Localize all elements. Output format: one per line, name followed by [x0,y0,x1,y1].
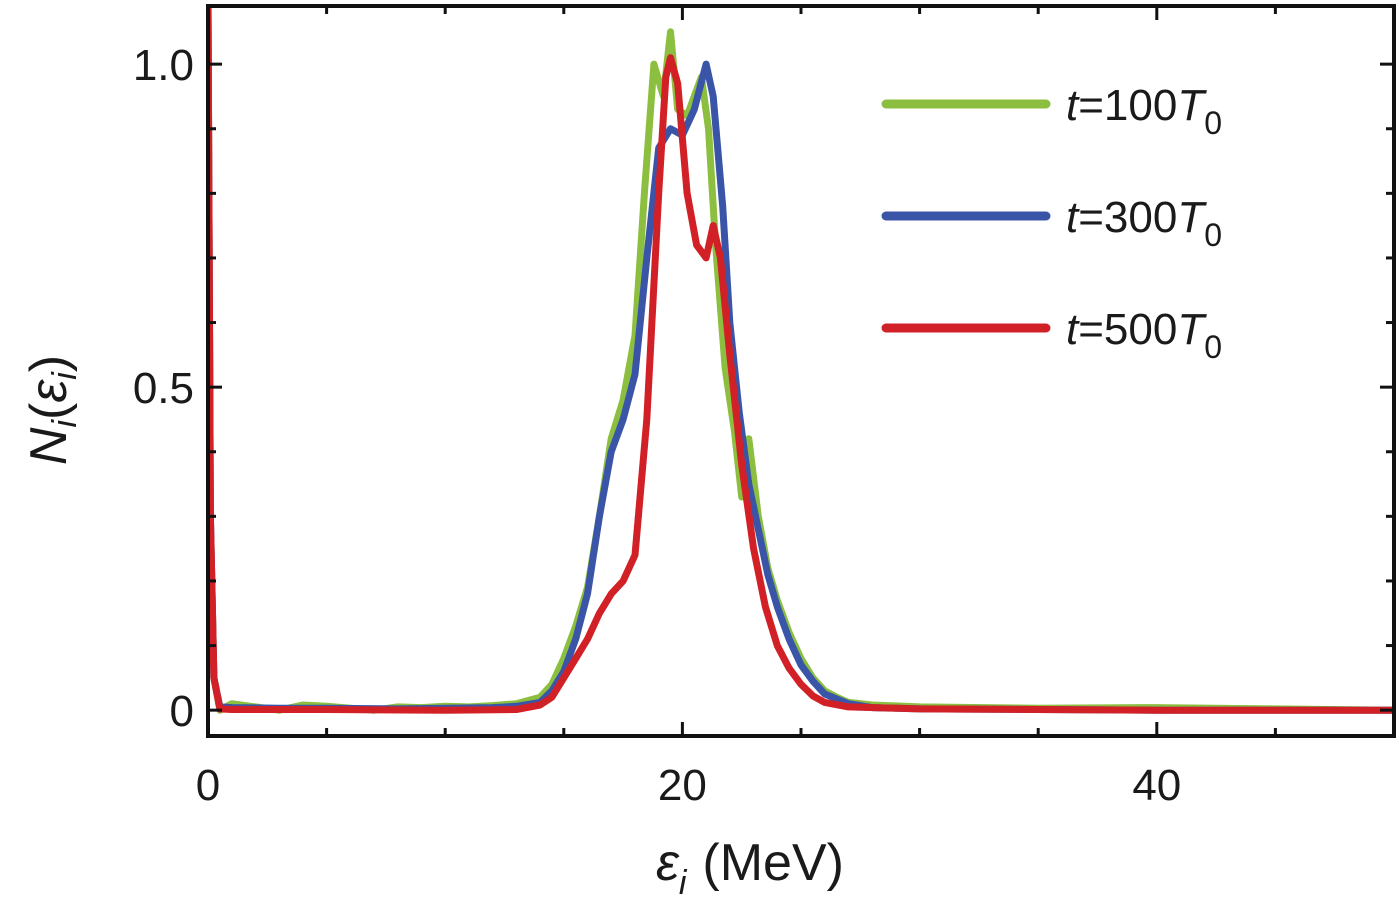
y-axis-label: Ni(εi) [20,355,84,465]
legend-label-3: t=500T0 [1066,305,1222,365]
y-tick-label: 1.0 [133,41,194,90]
x-tick-label: 40 [1132,761,1181,810]
series-line-3 [208,6,1394,714]
legend-label-1: t=100T0 [1066,81,1222,141]
y-tick-label: 0.5 [133,364,194,413]
legend-label-2: t=300T0 [1066,193,1222,253]
x-axis-label: εi (MeV) [656,834,844,902]
legend: t=100T0 t=300T0 t=500T0 [881,81,1222,365]
x-tick-label: 20 [658,761,707,810]
tick-label-layer: 0 20 40 0 0.5 1.0 [133,41,1181,810]
y-tick-label: 0 [170,687,194,736]
x-tick-label: 0 [196,761,220,810]
tick-layer [206,6,1396,736]
series-layer [208,6,1394,714]
